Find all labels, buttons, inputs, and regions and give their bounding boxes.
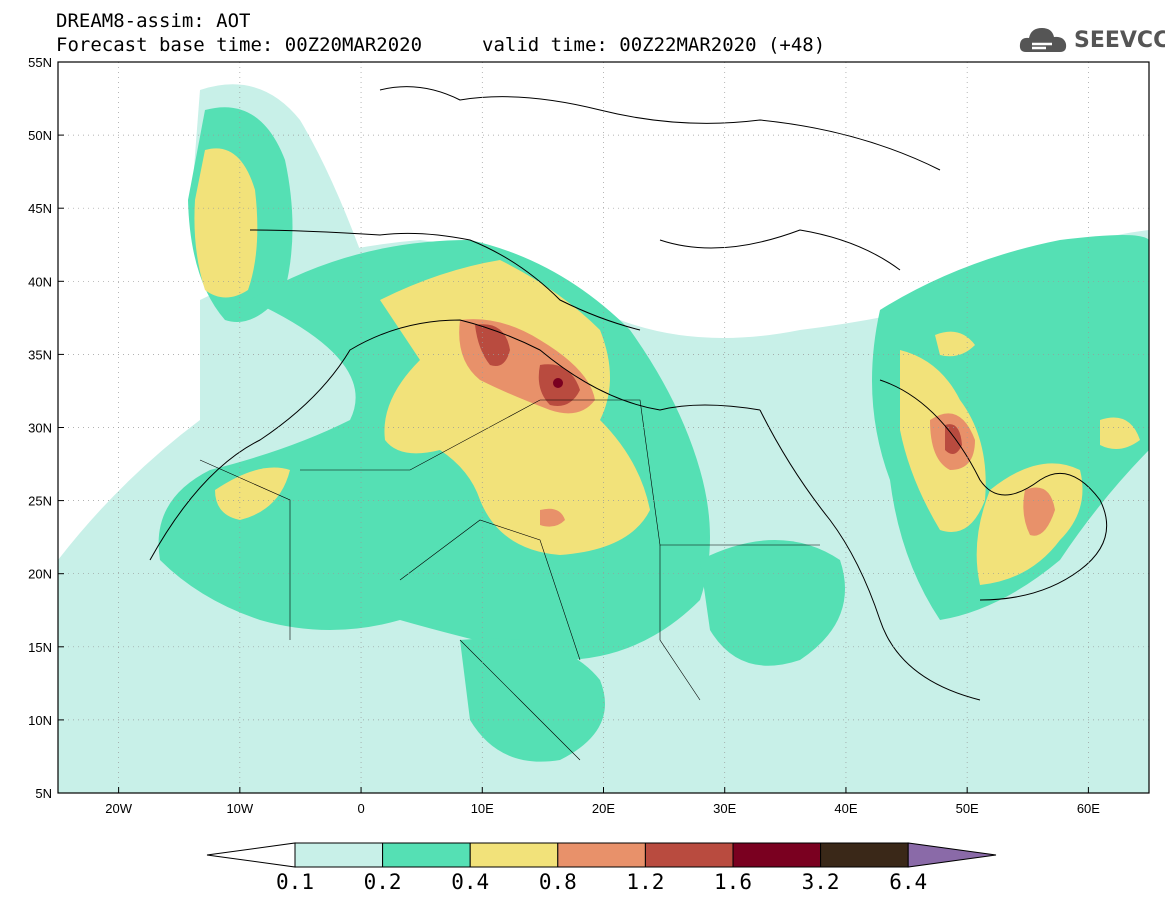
lat-tick-label: 55N (28, 55, 52, 70)
lon-tick-label: 30E (713, 801, 736, 816)
lon-tick-label: 10E (471, 801, 494, 816)
colorbar-label: 3.2 (801, 870, 840, 894)
colorbar-box (644, 842, 734, 868)
latitude-ticks: 55N 50N 45N 40N 35N 30N 25N 20N 15N 10N 5N (28, 55, 64, 801)
colorbar-label: 0.2 (363, 870, 402, 894)
lon-tick-label: 0 (357, 801, 364, 816)
valid-time: valid time: 00Z22MAR2020 (+48) (482, 34, 826, 56)
lon-tick-label: 60E (1077, 801, 1100, 816)
lat-tick-label: 45N (28, 201, 52, 216)
aot-fields (58, 84, 1149, 793)
level-1-6 (553, 378, 563, 388)
lat-tick-label: 35N (28, 347, 52, 362)
lat-tick-label: 30N (28, 421, 52, 436)
lat-tick-label: 20N (28, 567, 52, 582)
lat-tick-label: 40N (28, 274, 52, 289)
lat-tick-label: 25N (28, 494, 52, 509)
colorbar-box (294, 842, 384, 868)
colorbar-label: 1.2 (626, 870, 665, 894)
lat-tick-label: 15N (28, 640, 52, 655)
colorbar-label: 6.4 (889, 870, 928, 894)
borders (199, 399, 820, 761)
lat-tick-label: 50N (28, 128, 52, 143)
cloud-icon (1019, 28, 1067, 52)
colorbar (206, 842, 997, 868)
seevccc-logo: SEEVCCC (1018, 22, 1165, 58)
lon-tick-label: 40E (834, 801, 857, 816)
level-0-4 (194, 148, 1140, 585)
colorbar-box (820, 842, 909, 868)
forecast-base-time: Forecast base time: 00Z20MAR2020 (56, 34, 423, 56)
colorbar-label: 1.6 (714, 870, 752, 894)
logo-text: SEEVCCC (1074, 28, 1165, 53)
lat-tick-label: 10N (28, 713, 52, 728)
chart-title: DREAM8-assim: AOT (56, 10, 251, 32)
lon-tick-label: 20E (592, 801, 615, 816)
colorbar-box (469, 842, 559, 868)
colorbar-box (732, 842, 822, 868)
longitude-ticks: 20W 10W 0 10E 20E 30E 40E 50E 60E (105, 787, 1100, 816)
colorbar-low-triangle (206, 842, 296, 868)
lat-tick-label: 5N (35, 786, 52, 801)
colorbar-box (557, 842, 646, 868)
colorbar-label: 0.1 (276, 870, 314, 894)
lon-tick-label: 20W (105, 801, 132, 816)
coastlines (149, 86, 1108, 701)
grid (58, 62, 1149, 793)
colorbar-high-triangle (907, 842, 997, 868)
colorbar-label: 0.4 (451, 870, 490, 894)
lon-tick-label: 50E (956, 801, 979, 816)
colorbar-label: 0.8 (538, 870, 577, 894)
colorbar-box (382, 842, 471, 868)
lon-tick-label: 10W (226, 801, 253, 816)
